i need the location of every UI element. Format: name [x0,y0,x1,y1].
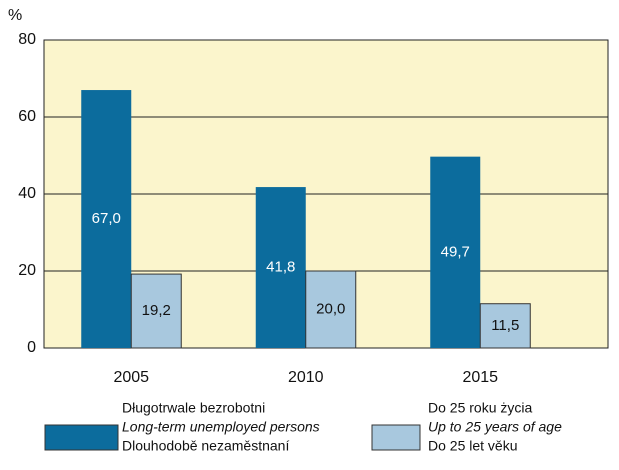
y-tick-label: 0 [27,339,36,356]
legend-swatch [44,424,119,451]
x-tick-label: 2015 [462,369,498,386]
value-label: 11,5 [491,317,519,334]
bar [430,156,481,348]
legend-label: Długotrwale bezrobotni [122,400,265,416]
y-tick-label: 60 [18,108,36,125]
value-label: 49,7 [441,243,470,260]
value-label: 67,0 [92,210,121,227]
value-label: 41,8 [266,259,295,276]
bar [130,273,182,349]
y-tick-label: 40 [18,185,36,202]
bar [479,303,531,349]
legend-label-czech: Do 25 let věku [428,438,518,454]
legend-label-english: Up to 25 years of age [428,419,562,435]
bar [81,90,132,349]
value-label: 19,2 [142,302,171,319]
legend-label-english: Long-term unemployed persons [122,419,320,435]
y-tick-label: 20 [18,262,36,279]
bar [305,270,357,349]
legend-label: Do 25 roku życia [428,400,532,416]
bar [255,187,306,348]
value-label: 20,0 [316,300,345,317]
legend-label-czech: Dlouhodobě nezaměstnaní [122,438,289,454]
x-tick-label: 2010 [288,369,324,386]
y-unit: % [8,7,22,24]
y-tick-label: 80 [18,31,36,48]
legend-swatch [371,424,421,451]
x-tick-label: 2005 [113,369,149,386]
